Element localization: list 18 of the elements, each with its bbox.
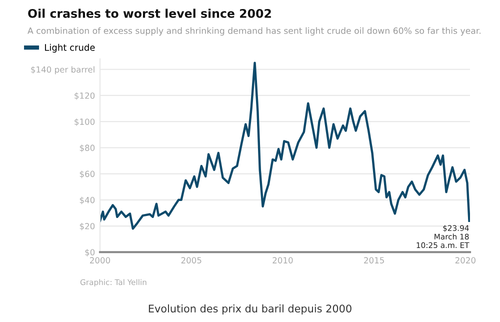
- x-tick-label: 2005: [181, 257, 202, 264]
- y-tick-label: $0: [85, 248, 95, 257]
- y-tick-label: $100: [74, 118, 95, 126]
- text: Evolution des prix du baril depuis 2000: [148, 304, 352, 315]
- x-tick-label: 2015: [364, 257, 384, 264]
- y-tick-label: $20: [80, 222, 95, 230]
- y-tick-label: $140 per barrel: [31, 66, 94, 74]
- chart-title: Oil crashes to worst level since 2002: [28, 8, 271, 18]
- line-series: [100, 62, 470, 230]
- x-tick-label: 2000: [90, 257, 110, 264]
- y-tick-label: $60: [80, 170, 95, 178]
- y-tick-label: $40: [80, 196, 95, 204]
- y-tick-label: $120: [74, 92, 95, 100]
- y-tick-label: $80: [80, 144, 95, 152]
- x-tick-label: 2020: [455, 257, 476, 264]
- legend-label: Light crude: [45, 44, 95, 53]
- chart-subtitle: A combination of excess supply and shrinking demand has sent light crude oil down 60% so far this year.: [28, 27, 480, 36]
- x-tick-label: 2010: [272, 257, 293, 264]
